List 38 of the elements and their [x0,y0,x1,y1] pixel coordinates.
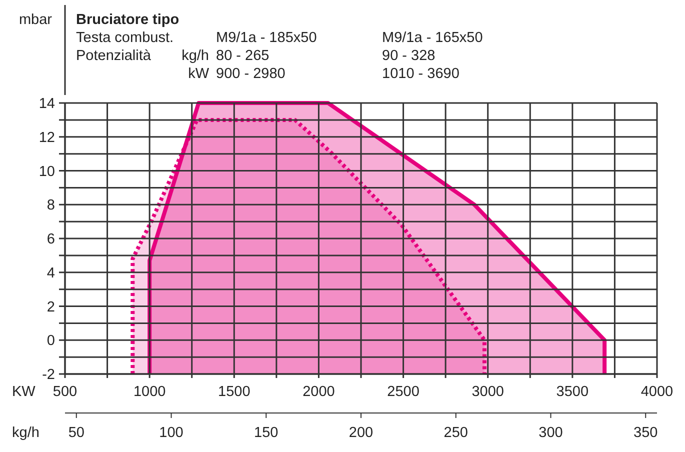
x-tick-label: 3500 [556,384,589,400]
x-tick-label: 2500 [387,384,420,400]
x2-tick-label: 200 [348,425,374,441]
y-axis-title: mbar [18,12,52,28]
x2-tick-label: 250 [444,425,468,441]
x-tick-label: 1500 [218,384,250,400]
y-tick-label: 12 [38,130,55,146]
text: M9/1a - 165x50 [382,30,483,46]
x-tick-label: 2000 [302,384,335,400]
text: Potenzialità [76,48,152,64]
x2-axis-title: kg/h [12,425,40,441]
text: 80 - 265 [216,48,270,64]
y-tick-label: 2 [46,299,55,316]
x-axis-title: KW [12,384,36,400]
x2-tick-label: 150 [254,425,278,441]
text: Testa combust. [76,30,174,46]
x-tick-label: 500 [52,384,78,400]
y-tick-label: 4 [46,265,55,282]
chart-title: Bruciatore tipo [76,12,180,28]
y-tick-label: 14 [38,96,55,112]
y-tick-label: 10 [38,164,55,180]
x2-tick-label: 50 [68,425,84,441]
y-tick-label: 6 [46,232,55,248]
x-tick-label: 3000 [472,384,504,400]
y-tick-label: 8 [46,198,55,214]
y-tick-label: -2 [42,367,55,383]
text: 1010 - 3690 [382,66,460,82]
text: M9/1a - 185x50 [216,30,317,46]
text: kW [188,66,210,82]
x2-tick-label: 300 [538,425,563,441]
x2-tick-label: 100 [159,425,184,441]
x2-tick-label: 350 [634,425,658,441]
text: kg/h [182,48,209,64]
text: 900 - 2980 [216,66,286,82]
x-tick-label: 4000 [640,384,674,400]
text: 90 - 328 [382,48,436,64]
x-tick-label: 1000 [133,384,166,400]
y-tick-label: 0 [46,333,55,350]
